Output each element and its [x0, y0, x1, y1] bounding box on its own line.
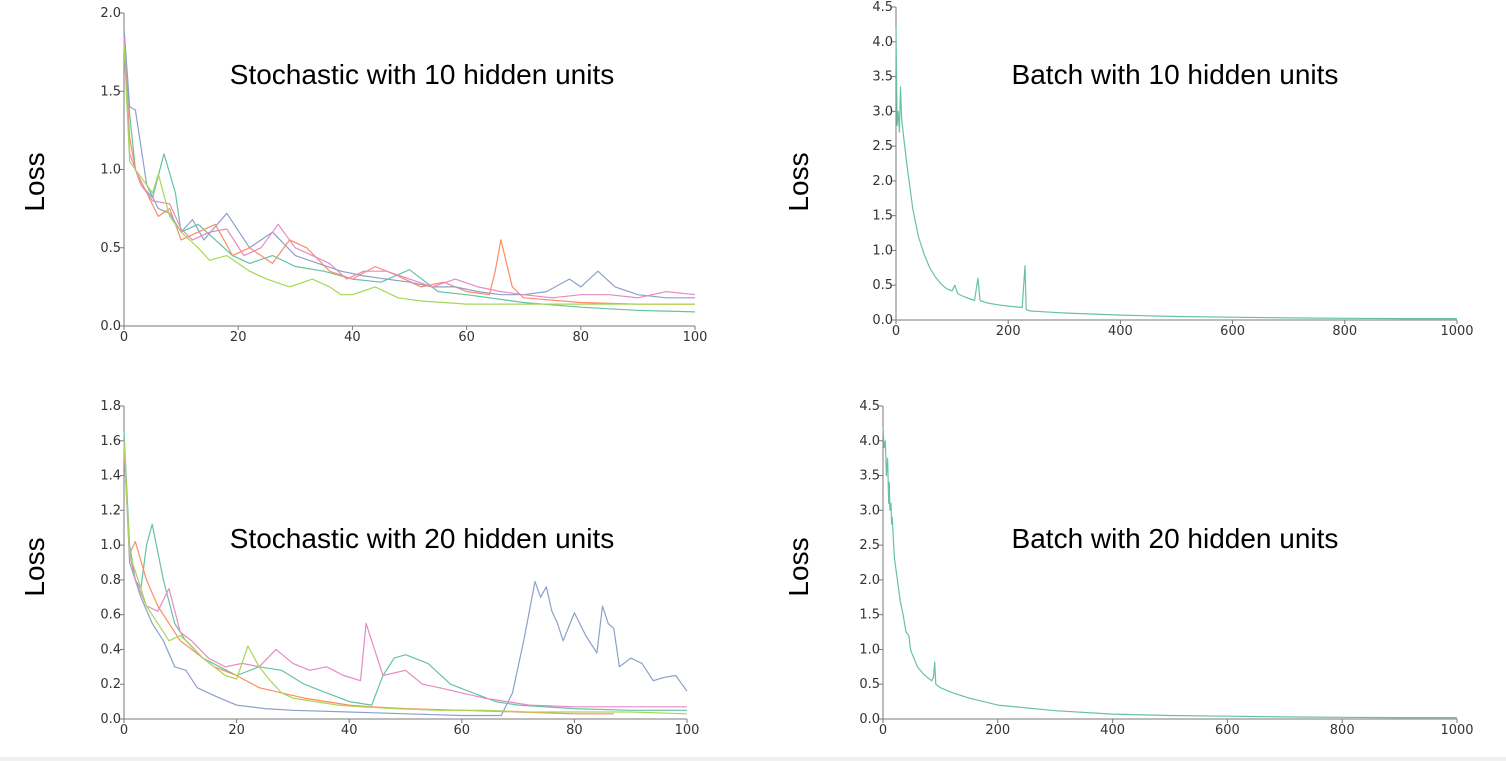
y-tick-label: 1.2	[100, 503, 121, 518]
y-tick-label: 1.0	[100, 163, 121, 178]
y-axis-label: Loss	[783, 537, 814, 596]
chart-title: Batch with 20 hidden units	[1012, 523, 1339, 554]
x-tick-label: 40	[344, 330, 361, 345]
series-line	[123, 28, 695, 299]
y-tick-label: 4.0	[859, 434, 880, 449]
chart-title: Stochastic with 10 hidden units	[230, 59, 614, 90]
chart-batch-10: 0.0 0.5 1.0 1.5 2.0 2.5 3.0 3.5 4.0 4.5 0 200 400 600…	[783, 0, 1474, 339]
y-axis-label: Loss	[19, 152, 50, 211]
y-tick-label: 3.0	[872, 104, 893, 119]
y-axis-label: Loss	[783, 152, 814, 211]
y-axis-label: Loss	[19, 537, 50, 596]
y-tick-label: 2.5	[859, 538, 880, 553]
series-line	[123, 449, 687, 708]
x-tick-label: 40	[341, 723, 358, 738]
y-tick-label: 0.0	[859, 712, 880, 727]
series-line	[123, 44, 695, 305]
chart-stochastic-20: 0.0 0.2 0.4 0.6 0.8 1.0 1.2 1.4 1.6 1.8 0 20 40 60 80 1…	[19, 399, 699, 738]
y-tick-label: 1.0	[100, 538, 121, 553]
x-tick-label: 60	[454, 723, 471, 738]
series-line	[123, 440, 688, 715]
y-tick-label: 0.5	[872, 278, 893, 293]
series-line	[123, 28, 696, 313]
y-tick-label: 1.0	[859, 642, 880, 657]
x-tick-label: 400	[1100, 723, 1125, 738]
y-tick-label: 1.8	[100, 399, 121, 414]
chart-batch-20: 0.0 0.5 1.0 1.5 2.0 2.5 3.0 3.5 4.0 4.5 0 200 400 600…	[783, 399, 1474, 738]
y-tick-label: 0.6	[100, 608, 121, 623]
x-tick-label: 0	[892, 324, 900, 339]
x-tick-label: 200	[985, 723, 1010, 738]
y-tick-label: 4.0	[872, 35, 893, 50]
series-line	[123, 432, 687, 711]
x-tick-label: 600	[1220, 324, 1245, 339]
series-line	[895, 27, 1457, 320]
y-tick-label: 1.6	[100, 434, 121, 449]
x-tick-label: 0	[120, 723, 128, 738]
y-tick-label: 4.5	[859, 399, 880, 414]
y-tick-label: 0.5	[100, 241, 121, 256]
y-tick-label: 2.0	[872, 174, 893, 189]
x-tick-label: 800	[1330, 723, 1355, 738]
x-tick-label: 200	[996, 324, 1021, 339]
x-tick-label: 800	[1332, 324, 1357, 339]
y-tick-label: 0.8	[100, 573, 121, 588]
y-tick-label: 1.0	[872, 243, 893, 258]
y-tick-label: 0.0	[100, 712, 121, 727]
y-tick-label: 0.0	[872, 313, 893, 328]
x-tick-label: 60	[458, 330, 475, 345]
y-tick-label: 0.5	[859, 677, 880, 692]
x-tick-label: 0	[879, 723, 887, 738]
y-tick-label: 3.5	[872, 70, 893, 85]
x-tick-label: 20	[228, 723, 245, 738]
x-tick-label: 600	[1215, 723, 1240, 738]
y-tick-label: 1.5	[859, 608, 880, 623]
x-tick-label: 100	[675, 723, 700, 738]
y-tick-label: 0.0	[100, 319, 121, 334]
x-tick-label: 0	[120, 330, 128, 345]
y-tick-label: 3.5	[859, 469, 880, 484]
chart-title: Batch with 10 hidden units	[1012, 59, 1339, 90]
y-tick-label: 3.0	[859, 503, 880, 518]
chart-stochastic-10: 0.0 0.5 1.0 1.5 2.0 0 20 40 60 80 100 Stochastic wi…	[19, 6, 707, 345]
x-tick-label: 1000	[1440, 723, 1473, 738]
x-tick-label: 400	[1108, 324, 1133, 339]
y-tick-label: 1.5	[872, 209, 893, 224]
y-tick-label: 2.0	[100, 6, 121, 21]
y-tick-label: 1.5	[100, 84, 121, 99]
y-tick-label: 0.4	[100, 642, 121, 657]
series-line	[123, 440, 688, 717]
bottom-divider	[0, 757, 1506, 761]
x-tick-label: 1000	[1440, 324, 1473, 339]
series-line	[123, 440, 614, 715]
x-tick-label: 20	[230, 330, 247, 345]
y-tick-label: 1.4	[100, 469, 121, 484]
x-tick-label: 80	[573, 330, 590, 345]
y-tick-label: 2.0	[859, 573, 880, 588]
y-tick-label: 2.5	[872, 139, 893, 154]
x-tick-label: 100	[683, 330, 708, 345]
series-line	[882, 426, 1457, 719]
series-line	[123, 36, 696, 299]
x-tick-label: 80	[566, 723, 583, 738]
chart-title: Stochastic with 20 hidden units	[230, 523, 614, 554]
y-tick-label: 0.2	[100, 677, 121, 692]
y-tick-label: 4.5	[872, 0, 893, 15]
